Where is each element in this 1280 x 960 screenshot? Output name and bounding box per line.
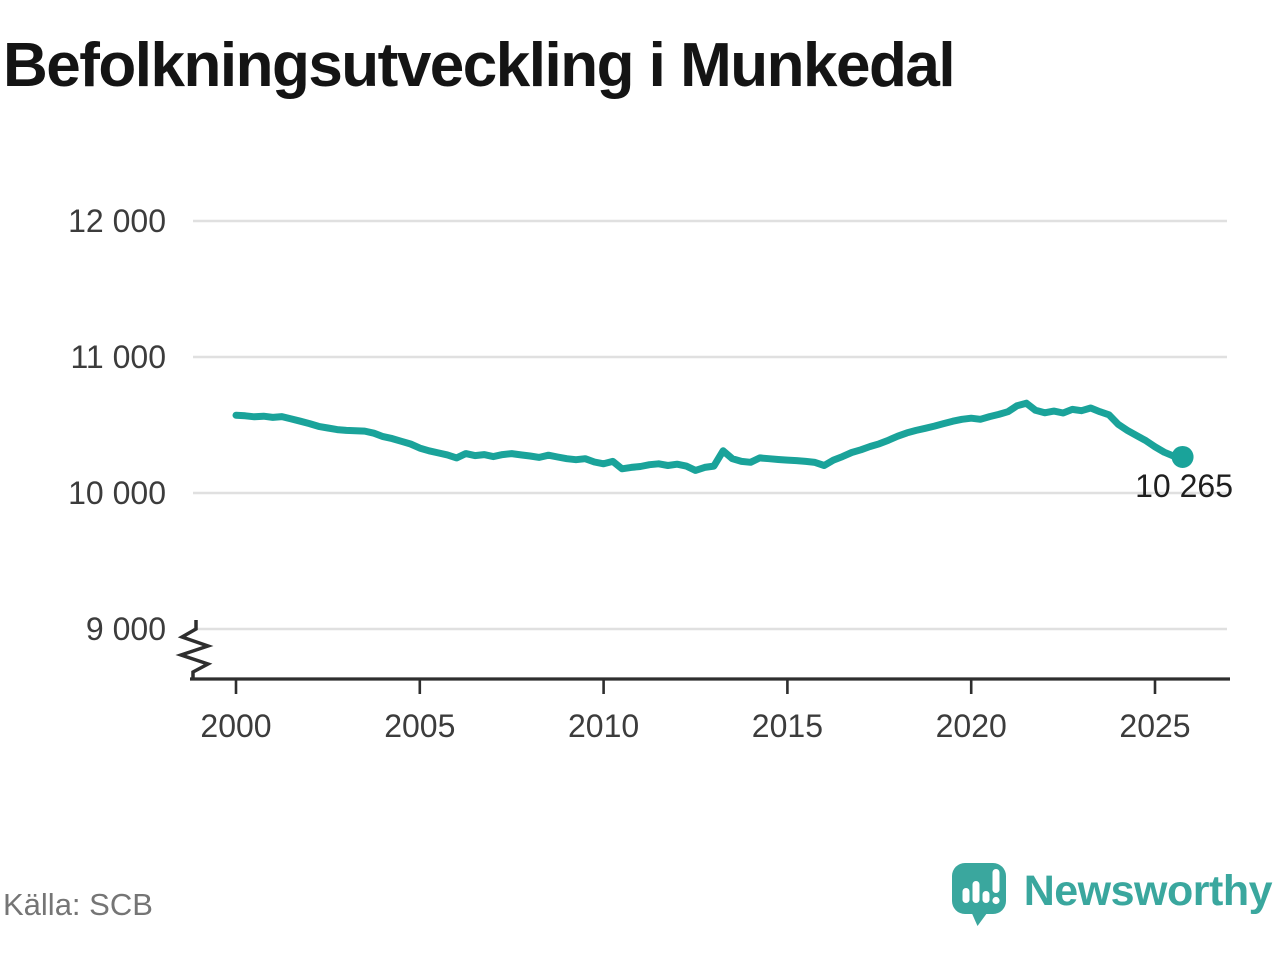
axis-break-icon (175, 620, 214, 680)
x-tick-label: 2005 (384, 708, 455, 744)
chart-title: Befolkningsutveckling i Munkedal (3, 31, 956, 100)
source-note: Källa: SCB (3, 887, 153, 922)
last-point-marker (1171, 445, 1194, 468)
y-tick-label: 11 000 (71, 339, 167, 375)
x-tick-label: 2015 (752, 708, 823, 744)
x-tick-label: 2010 (568, 708, 639, 744)
newsworthy-logo: Newsworthy (951, 862, 1273, 927)
population-line (232, 399, 1187, 474)
y-tick-label: 9 000 (86, 611, 166, 647)
x-tick-label: 2025 (1119, 708, 1190, 744)
newsworthy-speech-bubble-chart-icon (951, 863, 1006, 926)
brand-name: Newsworthy (1023, 867, 1273, 915)
y-tick-label: 10 000 (68, 475, 166, 511)
end-value-label: 10 265 (1135, 468, 1233, 504)
x-tick-label: 2000 (200, 708, 271, 744)
x-tick-label: 2020 (936, 708, 1007, 744)
y-tick-label: 12 000 (68, 203, 166, 239)
